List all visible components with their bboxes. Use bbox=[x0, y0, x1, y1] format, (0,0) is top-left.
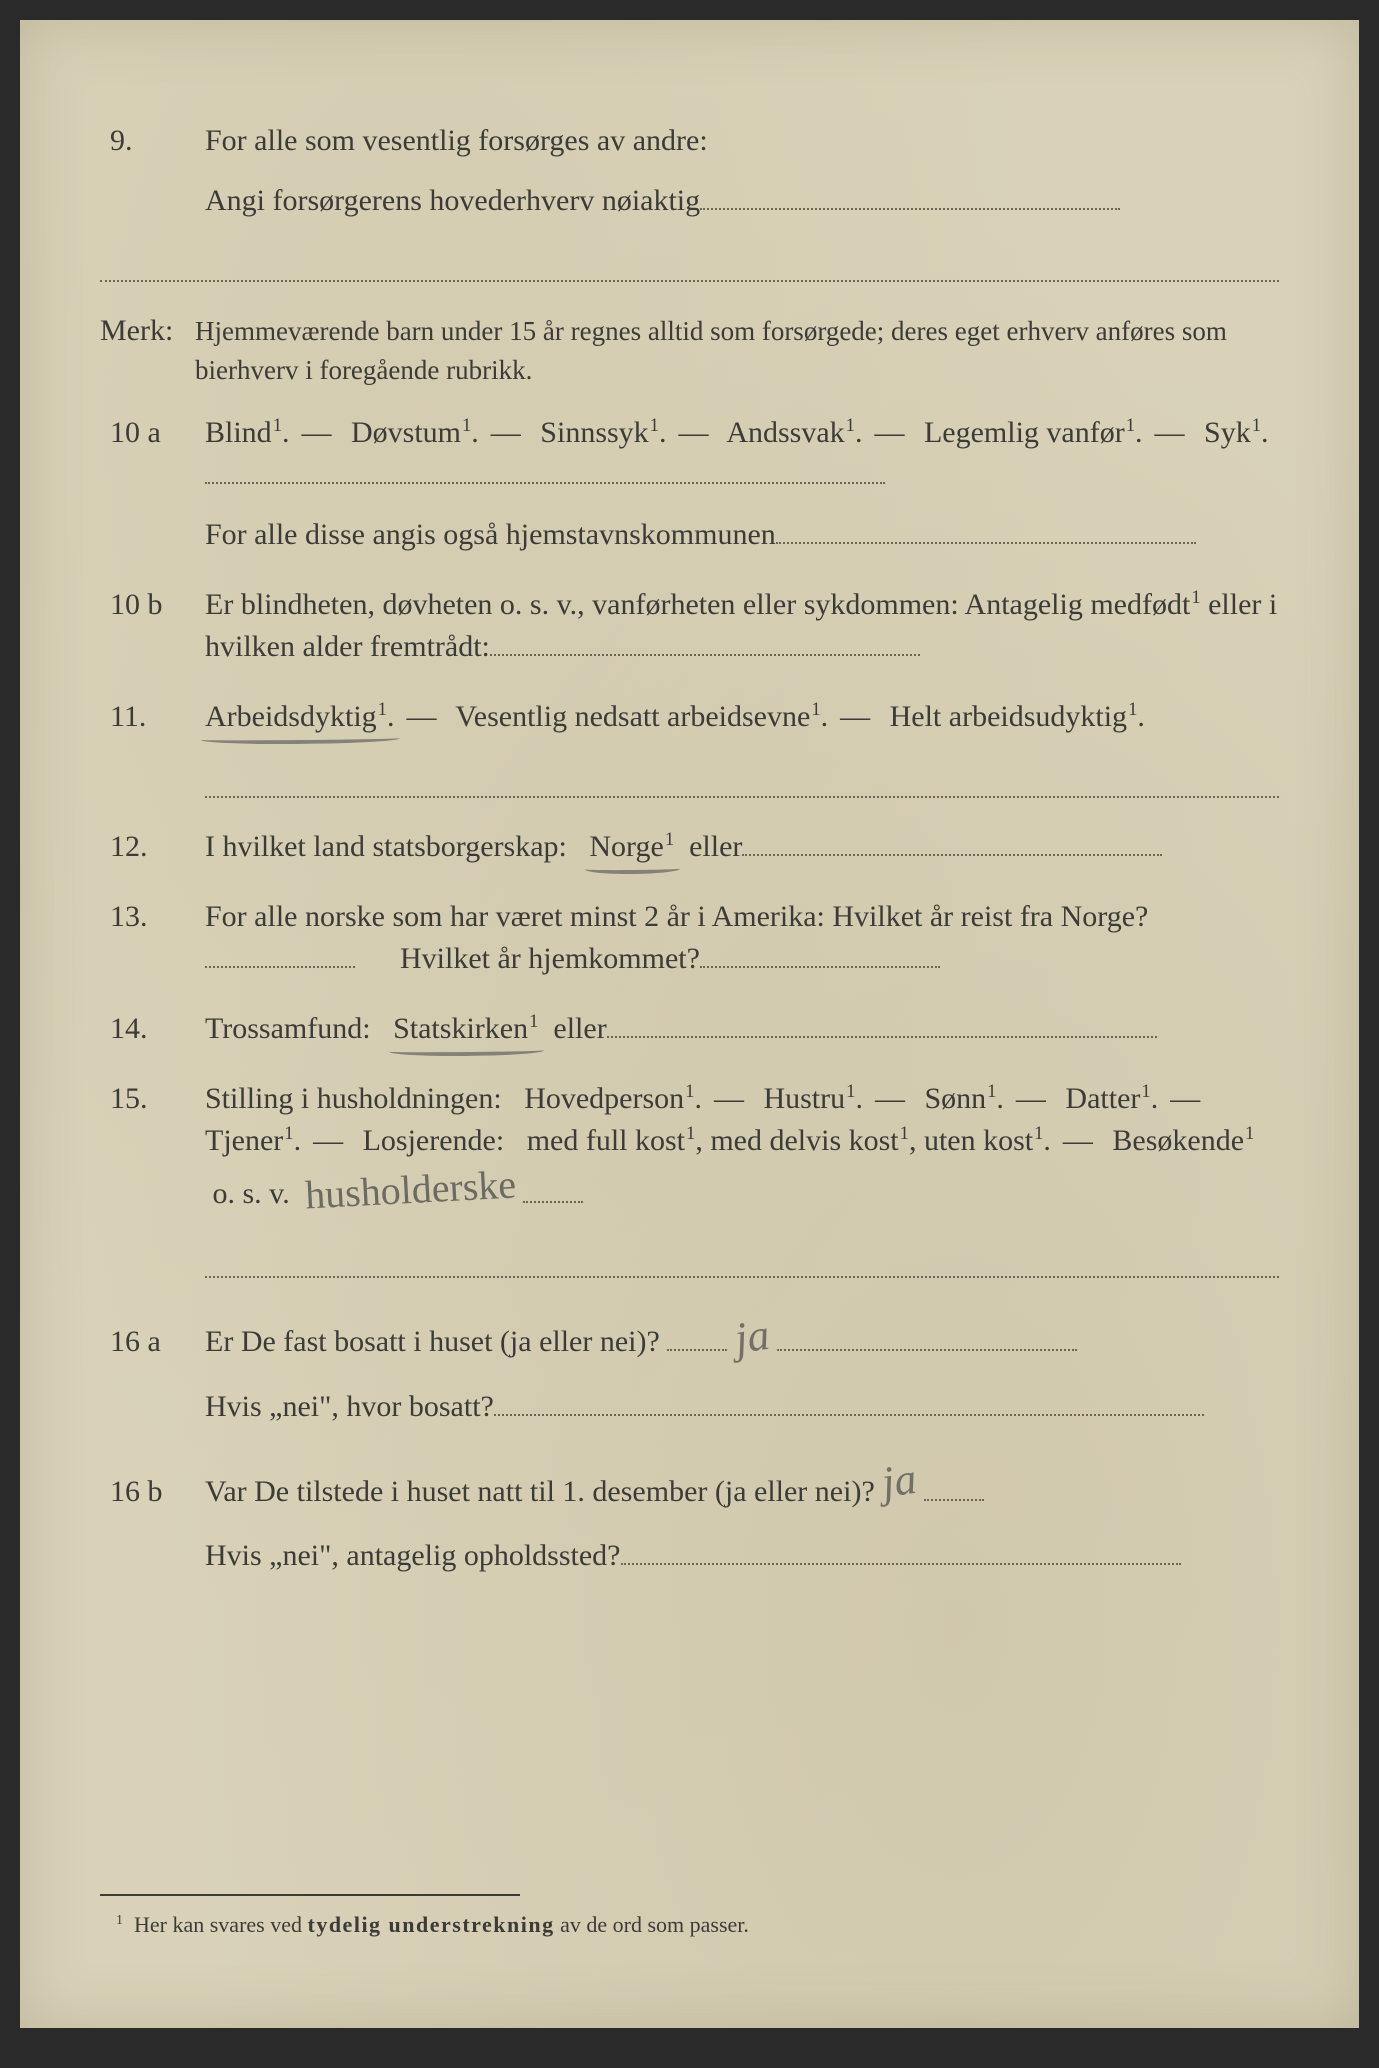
q10b-text-a: Er blindheten, døvheten o. s. v., vanfør… bbox=[205, 588, 1190, 621]
q15-opt4: Datter bbox=[1065, 1082, 1140, 1115]
q15-number: 15. bbox=[100, 1078, 205, 1120]
q13-text-b: Hvilket år hjemkommet? bbox=[400, 942, 700, 975]
q9-body: For alle som vesentlig forsørges av andr… bbox=[205, 120, 1279, 222]
q12-number: 12. bbox=[100, 826, 205, 868]
q16a-q2: Hvis „nei", hvor bosatt? bbox=[205, 1390, 494, 1423]
q15-losj-c: uten kost bbox=[924, 1124, 1033, 1157]
q15-opt2: Hustru bbox=[763, 1082, 845, 1115]
question-9: 9. For alle som vesentlig forsørges av a… bbox=[100, 120, 1279, 222]
q11-body: Arbeidsdyktig1.— Vesentlig nedsatt arbei… bbox=[205, 696, 1279, 738]
q10a-line2: For alle disse angis også hjemstavnskomm… bbox=[205, 518, 776, 551]
q16b-body: Var De tilstede i huset natt til 1. dese… bbox=[205, 1456, 1279, 1578]
q16a-body: Er De fast bosatt i huset (ja eller nei)… bbox=[205, 1306, 1279, 1428]
q10a-opt4: Andssvak bbox=[726, 416, 844, 449]
q15-label: Stilling i husholdningen: bbox=[205, 1082, 502, 1115]
q9-line2: Angi forsørgerens hovederhverv nøiaktig bbox=[205, 184, 700, 217]
q15-body: Stilling i husholdningen: Hovedperson1.—… bbox=[205, 1078, 1279, 1218]
q16b-q2: Hvis „nei", antagelig opholdssted? bbox=[205, 1539, 621, 1572]
q13-body: For alle norske som har været minst 2 år… bbox=[205, 896, 1279, 980]
q12-opt1: Norge bbox=[589, 830, 663, 863]
q10a-opt5: Legemlig vanfør bbox=[924, 416, 1125, 449]
q11-number: 11. bbox=[100, 696, 205, 738]
q14-label: Trossamfund: bbox=[205, 1012, 371, 1045]
question-12: 12. I hvilket land statsborgerskap: Norg… bbox=[100, 826, 1279, 868]
q15-losj-b: med delvis kost bbox=[710, 1124, 898, 1157]
footnote-marker: 1 bbox=[116, 1913, 123, 1928]
q16b-q1: Var De tilstede i huset natt til 1. dese… bbox=[205, 1475, 875, 1508]
q12-body: I hvilket land statsborgerskap: Norge1 e… bbox=[205, 826, 1279, 868]
question-16b: 16 b Var De tilstede i huset natt til 1.… bbox=[100, 1456, 1279, 1578]
footnote-rule bbox=[100, 1894, 520, 1896]
q13-text-a: For alle norske som har været minst 2 år… bbox=[205, 900, 1148, 933]
q16a-handwritten: ja bbox=[731, 1304, 773, 1370]
q12-text-a: I hvilket land statsborgerskap: bbox=[205, 830, 567, 863]
footnote-text-a: Her kan svares ved bbox=[134, 1912, 308, 1937]
q12-text-b: eller bbox=[689, 830, 742, 863]
q10a-body: Blind1.— Døvstum1.— Sinnssyk1.— Andssvak… bbox=[205, 412, 1279, 556]
q16a-number: 16 a bbox=[100, 1321, 205, 1363]
q11-opt1: Arbeidsdyktig bbox=[205, 700, 377, 733]
q14-body: Trossamfund: Statskirken1 eller bbox=[205, 1008, 1279, 1050]
q10a-opt6: Syk bbox=[1204, 416, 1251, 449]
q13-number: 13. bbox=[100, 896, 205, 938]
merk-text: Hjemmeværende barn under 15 år regnes al… bbox=[195, 312, 1279, 390]
q14-text-b: eller bbox=[553, 1012, 606, 1045]
q16a-q1: Er De fast bosatt i huset (ja eller nei)… bbox=[205, 1325, 660, 1358]
q15-opt3: Sønn bbox=[924, 1082, 986, 1115]
question-13: 13. For alle norske som har været minst … bbox=[100, 896, 1279, 980]
question-10a: 10 a Blind1.— Døvstum1.— Sinnssyk1.— And… bbox=[100, 412, 1279, 556]
footnote: 1 Her kan svares ved tydelig understrekn… bbox=[115, 1912, 749, 1938]
census-form-page: 9. For alle som vesentlig forsørges av a… bbox=[20, 20, 1359, 2028]
q15-losj: Losjerende: bbox=[363, 1124, 505, 1157]
q10a-opt2: Døvstum bbox=[351, 416, 461, 449]
q15-handwritten: husholderske bbox=[303, 1157, 517, 1224]
q10a-opt1: Blind bbox=[205, 416, 272, 449]
q15-etc: o. s. v. bbox=[213, 1177, 290, 1210]
form-content: 9. For alle som vesentlig forsørges av a… bbox=[100, 120, 1279, 1605]
question-16a: 16 a Er De fast bosatt i huset (ja eller… bbox=[100, 1306, 1279, 1428]
q15-opt1: Hovedperson bbox=[524, 1082, 684, 1115]
footnote-text-b: tydelig understrekning bbox=[308, 1912, 555, 1937]
footnote-text-c: av de ord som passer. bbox=[555, 1912, 749, 1937]
q16b-handwritten: ja bbox=[878, 1448, 920, 1514]
q14-number: 14. bbox=[100, 1008, 205, 1050]
merk-note: Merk: Hjemmeværende barn under 15 år reg… bbox=[100, 310, 1279, 390]
q11-opt3: Helt arbeidsudyktig bbox=[890, 700, 1127, 733]
q15-opt6: Besøkende bbox=[1112, 1124, 1244, 1157]
q15-opt5: Tjener bbox=[205, 1124, 283, 1157]
q10a-opt3: Sinnssyk bbox=[540, 416, 648, 449]
question-15: 15. Stilling i husholdningen: Hovedperso… bbox=[100, 1078, 1279, 1218]
q11-opt2: Vesentlig nedsatt arbeidsevne bbox=[455, 700, 810, 733]
merk-label: Merk: bbox=[100, 310, 195, 352]
q10b-body: Er blindheten, døvheten o. s. v., vanfør… bbox=[205, 584, 1279, 668]
q14-opt1: Statskirken bbox=[393, 1012, 528, 1045]
q10a-number: 10 a bbox=[100, 412, 205, 454]
q9-line1: For alle som vesentlig forsørges av andr… bbox=[205, 124, 708, 157]
question-14: 14. Trossamfund: Statskirken1 eller bbox=[100, 1008, 1279, 1050]
q9-number: 9. bbox=[100, 120, 205, 162]
q10b-number: 10 b bbox=[100, 584, 205, 626]
q15-losj-a: med full kost bbox=[527, 1124, 685, 1157]
question-11: 11. Arbeidsdyktig1.— Vesentlig nedsatt a… bbox=[100, 696, 1279, 738]
q16b-number: 16 b bbox=[100, 1471, 205, 1513]
question-10b: 10 b Er blindheten, døvheten o. s. v., v… bbox=[100, 584, 1279, 668]
